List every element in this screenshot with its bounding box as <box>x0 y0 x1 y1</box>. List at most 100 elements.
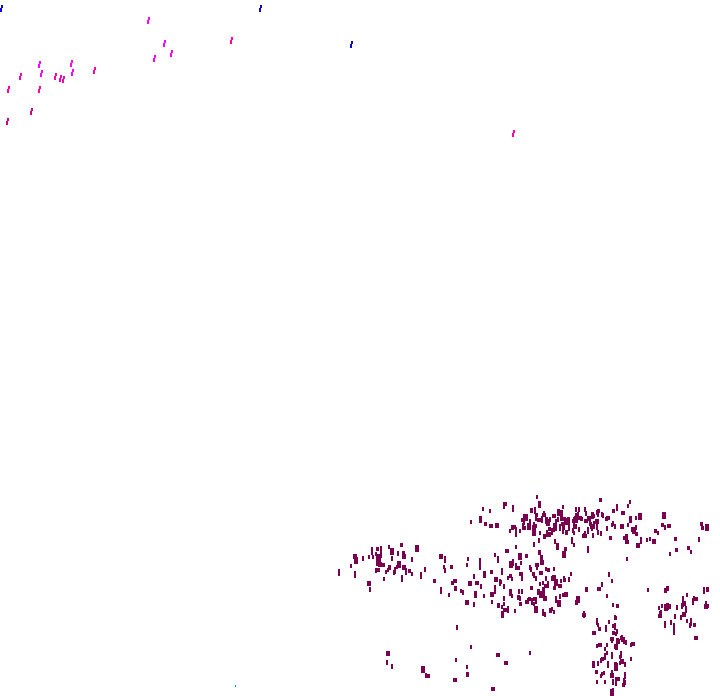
slash-mark <box>30 111 32 115</box>
cluster-mark <box>690 618 692 623</box>
cluster-mark <box>602 513 604 518</box>
cluster-mark <box>667 603 669 610</box>
cluster-mark <box>680 615 682 620</box>
cluster-mark <box>480 584 482 589</box>
cluster-mark <box>525 554 528 558</box>
cluster-mark <box>443 565 445 569</box>
cluster-mark <box>658 614 660 618</box>
cluster-mark <box>703 587 705 594</box>
cluster-mark <box>466 563 468 567</box>
cluster-mark <box>612 509 615 513</box>
cluster-mark <box>565 530 568 535</box>
cluster-mark <box>612 521 614 526</box>
cluster-mark <box>616 604 619 608</box>
cluster-mark <box>371 550 373 555</box>
slash-mark <box>54 76 56 80</box>
cluster-mark <box>635 532 638 536</box>
slash-mark <box>231 37 233 40</box>
cluster-mark <box>614 623 616 630</box>
cluster-mark <box>584 534 587 538</box>
cluster-mark <box>501 568 503 575</box>
cluster-mark <box>479 566 481 570</box>
cluster-mark <box>382 563 385 567</box>
cluster-mark <box>534 507 536 514</box>
cluster-mark <box>589 519 591 526</box>
cluster-mark <box>605 625 607 632</box>
cluster-mark <box>612 624 614 628</box>
cluster-mark <box>614 662 617 669</box>
cluster-mark <box>549 517 551 522</box>
cluster-mark <box>606 643 608 647</box>
cluster-mark <box>626 557 628 561</box>
cluster-mark <box>539 571 543 575</box>
cluster-mark <box>523 518 525 525</box>
cluster-mark <box>631 527 633 532</box>
cluster-mark <box>662 512 666 519</box>
slash-mark <box>40 73 42 77</box>
cluster-mark <box>692 598 694 605</box>
cluster-mark <box>612 603 614 607</box>
cluster-mark <box>625 640 627 645</box>
cluster-mark <box>627 523 629 527</box>
cluster-mark <box>440 587 442 594</box>
cluster-mark <box>673 623 675 630</box>
cluster-mark <box>631 642 635 646</box>
cluster-mark <box>682 612 686 617</box>
slash-mark <box>39 61 41 64</box>
cluster-mark <box>568 577 570 582</box>
cluster-mark <box>568 519 570 526</box>
cluster-mark <box>376 547 379 551</box>
cluster-mark <box>529 519 531 526</box>
cluster-mark <box>387 568 389 572</box>
cluster-mark <box>597 623 599 627</box>
cluster-mark <box>468 581 472 586</box>
cluster-mark <box>616 629 618 634</box>
cluster-mark <box>592 631 596 635</box>
cluster-mark <box>620 659 624 664</box>
cluster-mark <box>562 526 564 530</box>
cluster-mark <box>616 638 619 642</box>
slash-mark <box>72 69 74 72</box>
cluster-mark <box>512 559 514 566</box>
cluster-mark <box>584 507 586 512</box>
cluster-mark <box>599 498 602 502</box>
cluster-mark <box>473 574 475 579</box>
cluster-mark <box>578 507 580 512</box>
cluster-mark <box>557 517 559 522</box>
cluster-mark <box>608 620 610 624</box>
slash-mark <box>351 41 353 44</box>
cluster-mark <box>473 602 475 607</box>
cluster-mark <box>509 589 512 596</box>
cluster-mark <box>612 631 615 635</box>
cluster-mark <box>585 511 587 516</box>
cluster-mark <box>338 569 340 576</box>
cluster-mark <box>497 556 499 563</box>
cluster-mark <box>537 518 541 522</box>
cluster-mark <box>635 525 637 530</box>
cluster-mark <box>533 524 537 528</box>
cluster-mark <box>539 591 543 598</box>
cluster-mark <box>563 578 566 582</box>
cluster-mark <box>629 516 632 523</box>
cluster-mark <box>560 514 563 521</box>
cluster-mark <box>674 537 677 541</box>
cluster-mark <box>483 594 485 598</box>
cluster-mark <box>564 547 567 551</box>
slash-mark <box>94 67 96 70</box>
cluster-mark <box>386 651 390 656</box>
cluster-mark <box>529 651 531 655</box>
cluster-mark <box>615 645 618 650</box>
cluster-mark <box>549 608 552 613</box>
cluster-mark <box>548 527 551 531</box>
cluster-mark <box>470 645 472 649</box>
cluster-mark <box>570 572 572 576</box>
cluster-mark <box>606 651 608 655</box>
cluster-mark <box>615 679 617 686</box>
cluster-mark <box>562 529 564 534</box>
cluster-mark <box>531 598 533 605</box>
cluster-mark <box>411 557 413 562</box>
cluster-mark <box>563 523 565 530</box>
slash-mark <box>55 73 57 76</box>
cluster-mark <box>376 559 378 566</box>
cluster-mark <box>543 592 545 599</box>
